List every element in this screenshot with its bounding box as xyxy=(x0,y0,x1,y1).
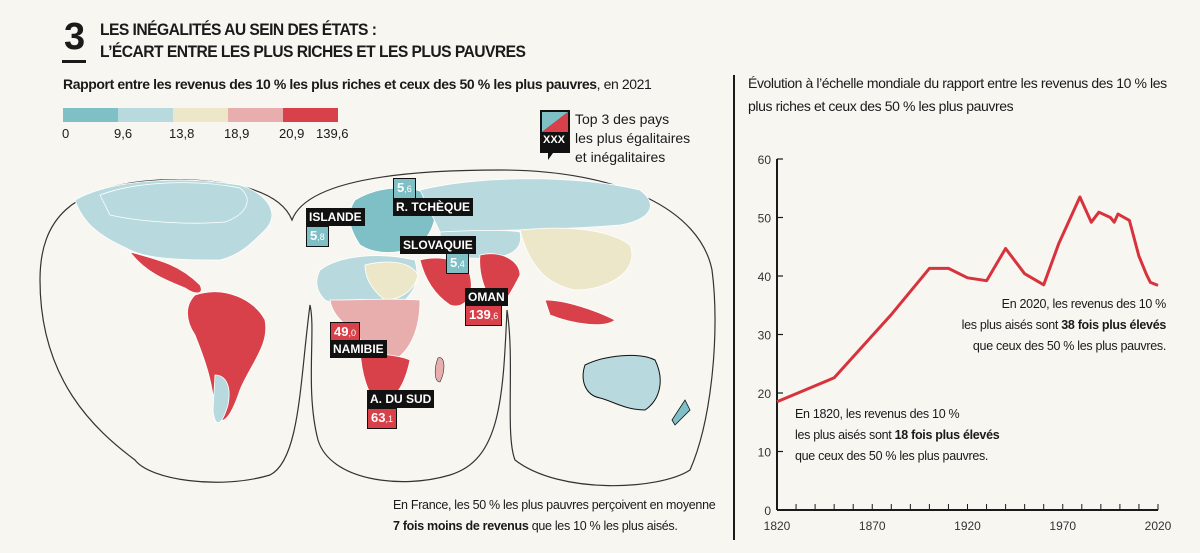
value-dec: ,4 xyxy=(457,259,465,269)
region-madagascar xyxy=(434,357,445,383)
key-line: les plus égalitaires xyxy=(575,130,691,146)
legend-bin-2 xyxy=(118,108,173,122)
region-sahel xyxy=(364,261,419,301)
title-line-2: L’ÉCART ENTRE LES PLUS RICHES ET LES PLU… xyxy=(100,42,526,61)
panel-divider xyxy=(733,75,735,540)
value-dec: ,8 xyxy=(317,232,325,242)
value-int: 63 xyxy=(371,410,386,425)
callout-slovakia-value: 5,4 xyxy=(446,253,469,274)
value-dec: ,0 xyxy=(348,328,356,338)
x-tick-label: 2020 xyxy=(1145,519,1172,533)
value-int: 49 xyxy=(334,324,349,339)
section-number-underline xyxy=(62,60,86,63)
annotation-line: que ceux des 50 % les plus pauvres. xyxy=(795,449,989,463)
annotation-text: les plus aisés sont xyxy=(961,318,1062,332)
region-canada xyxy=(99,182,248,224)
annotation-text: les plus aisés sont xyxy=(795,428,895,442)
value-int: 5 xyxy=(397,180,405,195)
annotation-line: les plus aisés sont 38 fois plus élevés xyxy=(961,315,1167,336)
data-line xyxy=(776,195,1159,404)
note-rest: que les 10 % les plus aisés. xyxy=(528,519,678,533)
region-south-america xyxy=(187,291,267,421)
section-number: 3 xyxy=(64,16,86,58)
x-tick-label: 1820 xyxy=(764,519,791,533)
callout-czech-name: R. TCHÈQUE xyxy=(393,198,474,216)
callout-key-text: XXX xyxy=(543,134,566,146)
value-dec: ,6 xyxy=(404,184,412,194)
annotation-2020: En 2020, les revenus des 10 % les plus a… xyxy=(961,294,1167,357)
x-tick-label: 1970 xyxy=(1049,519,1076,533)
note-line-1: En France, les 50 % les plus pauvres per… xyxy=(393,498,716,512)
value-int: 5 xyxy=(310,228,318,243)
annotation-line: En 1820, les revenus des 10 % xyxy=(795,407,960,421)
callout-iceland-name: ISLANDE xyxy=(306,208,365,226)
callout-key-description: Top 3 des pays les plus égalitaires et i… xyxy=(575,110,690,167)
note-line-2: 7 fois moins de revenus que les 10 % les… xyxy=(393,516,715,537)
y-tick-label: 20 xyxy=(758,387,772,401)
y-tick-label: 40 xyxy=(758,270,772,284)
region-mexico-central-america xyxy=(128,251,202,294)
annotation-line: les plus aisés sont 18 fois plus élevés xyxy=(795,425,1000,446)
region-south-cone xyxy=(212,374,230,423)
y-tick-label: 30 xyxy=(758,329,772,343)
region-southeast-asia xyxy=(544,299,616,325)
legend-label: 18,9 xyxy=(224,126,250,141)
y-tick-label: 50 xyxy=(758,212,772,226)
value-dec: ,6 xyxy=(490,311,499,321)
callout-namibia-value: 49,0 xyxy=(330,322,360,343)
annotation-bold: 38 fois plus élevés xyxy=(1061,318,1166,332)
chart-title: Évolution à l’échelle mondiale du rappor… xyxy=(748,75,1167,114)
y-tick-label: 0 xyxy=(764,504,771,518)
map-projection-outline xyxy=(39,169,716,487)
callout-key-icon xyxy=(540,110,570,160)
legend-label: 139,6 xyxy=(316,126,349,141)
value-int: 139 xyxy=(469,307,491,322)
callout-czech-value: 5,6 xyxy=(393,178,416,199)
legend-label: 9,6 xyxy=(114,126,133,141)
callout-oman-value: 139,6 xyxy=(465,305,503,326)
line-chart: 0 10 20 30 40 50 60 1820 1870 1920 1970 2020 xyxy=(758,153,1172,533)
callout-slovakia-name: SLOVAQUIE xyxy=(400,236,476,254)
value-int: 5 xyxy=(450,255,458,270)
legend-bin-3 xyxy=(173,108,228,122)
annotation-1820: En 1820, les revenus des 10 % les plus a… xyxy=(795,404,1000,467)
map-subtitle: Rapport entre les revenus des 10 % les p… xyxy=(63,76,652,92)
world-map xyxy=(39,169,716,487)
y-tick-label: 60 xyxy=(758,153,772,167)
annotation-bold: 18 fois plus élevés xyxy=(894,428,1000,442)
callout-south-africa-name: A. DU SUD xyxy=(367,390,435,408)
note-bold: 7 fois moins de revenus xyxy=(393,519,529,533)
region-new-zealand xyxy=(671,399,691,426)
legend-bin-4 xyxy=(228,108,283,122)
callout-iceland-value: 5,8 xyxy=(306,226,329,247)
map-subtitle-year: , en 2021 xyxy=(596,76,652,92)
x-tick-label: 1870 xyxy=(859,519,886,533)
annotation-line: En 2020, les revenus des 10 % xyxy=(1001,297,1167,311)
x-tick-label: 1920 xyxy=(954,519,981,533)
legend-bin-5 xyxy=(283,108,338,122)
france-note: En France, les 50 % les plus pauvres per… xyxy=(393,495,716,537)
title-line-1: LES INÉGALITÉS AU SEIN DES ÉTATS : xyxy=(100,20,377,39)
key-line: Top 3 des pays xyxy=(575,111,670,127)
map-subtitle-main: Rapport entre les revenus des 10 % les p… xyxy=(63,76,597,92)
callout-south-africa-value: 63,1 xyxy=(367,408,397,429)
region-russia xyxy=(419,178,651,233)
legend-label: 20,9 xyxy=(279,126,305,141)
key-line: et inégalitaires xyxy=(575,149,666,165)
y-tick-label: 10 xyxy=(758,446,772,460)
legend-bin-1 xyxy=(63,108,118,122)
region-australia xyxy=(582,355,661,411)
legend-label: 0 xyxy=(62,126,70,141)
annotation-line: que ceux des 50 % les plus pauvres. xyxy=(972,339,1166,353)
callout-namibia-name: NAMIBIE xyxy=(330,340,387,358)
legend-label: 13,8 xyxy=(169,126,195,141)
region-china xyxy=(519,227,633,291)
callout-oman-name: OMAN xyxy=(465,288,508,306)
value-dec: ,1 xyxy=(385,414,393,424)
